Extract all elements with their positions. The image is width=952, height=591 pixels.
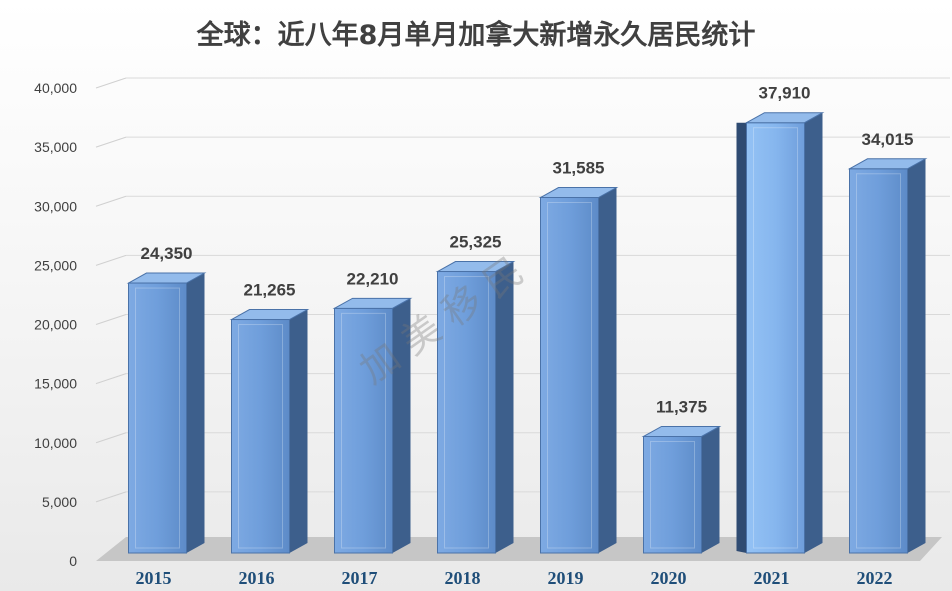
x-tick-label: 2020 [651,568,687,588]
y-tick-label: 15,000 [34,376,77,392]
y-tick-label: 10,000 [34,435,77,451]
bar-side [907,158,926,553]
bar [641,425,722,554]
x-axis: 2015 2016 2017 2018 2019 2020 2021 2022 [136,568,893,588]
y-axis: 0 5,000 10,000 15,000 20,000 25,000 30,000 35,0… [34,80,77,569]
bar [435,261,516,554]
data-labels: 24,350 21,265 22,210 25,325 31,585 11,375 37,9… [141,84,914,417]
data-label: 37,910 [759,84,811,103]
x-tick-label: 2022 [857,568,893,588]
bar-front [231,319,290,554]
y-tick-label: 35,000 [34,139,77,155]
bar-side [598,187,617,553]
bar-top [641,425,722,437]
bar-highlight [238,324,283,549]
y-tick-label: 20,000 [34,317,77,333]
bar [538,187,619,554]
gridline-depth [95,314,127,325]
bar-highlight [444,276,489,549]
gridline-depth [95,373,127,385]
y-tick-label: 25,000 [34,257,77,273]
bar [126,272,207,554]
bar-left [736,122,747,554]
gridline-depth [95,136,127,148]
x-tick-label: 2019 [548,568,584,588]
bar-side [495,261,514,553]
y-tick-label: 40,000 [34,80,77,96]
gridline-depth [95,77,127,89]
bar [736,112,825,554]
bar-side [289,309,308,553]
gridline-depth [95,195,127,207]
bar-side [392,298,411,553]
bar-highlight [856,173,901,549]
gridline-depth [95,254,127,266]
bar-top [847,158,928,170]
bar-top [744,112,825,124]
x-tick-label: 2018 [445,568,481,588]
x-tick-label: 2021 [754,568,790,588]
bar-highlight [547,202,592,549]
bar [847,158,928,554]
bar-side [701,426,720,553]
bar-front [334,307,393,554]
bar-highlight [753,127,798,549]
data-label: 34,015 [862,130,914,149]
bar-side [186,273,205,553]
data-label: 11,375 [656,397,707,416]
chart-title: 全球：近八年8月单月加拿大新增永久居民统计 [196,19,756,51]
x-tick-label: 2016 [239,568,275,588]
y-tick-label: 30,000 [34,198,77,214]
data-label: 25,325 [450,233,502,252]
data-label: 22,210 [347,269,399,288]
bar-top [332,297,413,309]
bar-top [229,309,310,321]
x-tick-label: 2017 [342,568,378,588]
x-tick-label: 2015 [136,568,172,588]
bar [332,297,413,554]
data-label: 21,265 [244,281,296,300]
gridline-depth [95,432,127,444]
data-label: 31,585 [553,159,605,178]
bar-highlight [135,287,180,549]
bar-front [746,122,805,554]
bars [126,112,928,554]
bar-front [849,168,908,554]
bar-top [538,187,619,199]
y-tick-label: 5,000 [42,494,77,510]
bar-top [435,261,516,273]
bar-front [540,197,599,554]
bar-front [437,271,496,554]
bar-front [643,435,702,554]
bar-top [126,272,207,284]
bar-side [804,112,823,554]
y-tick-label: 0 [69,553,77,569]
bar-highlight [341,312,386,549]
bar [229,309,310,554]
bar-highlight [650,440,695,549]
data-label: 24,350 [141,244,193,263]
gridline-depth [95,491,127,503]
bar-front [128,282,187,554]
